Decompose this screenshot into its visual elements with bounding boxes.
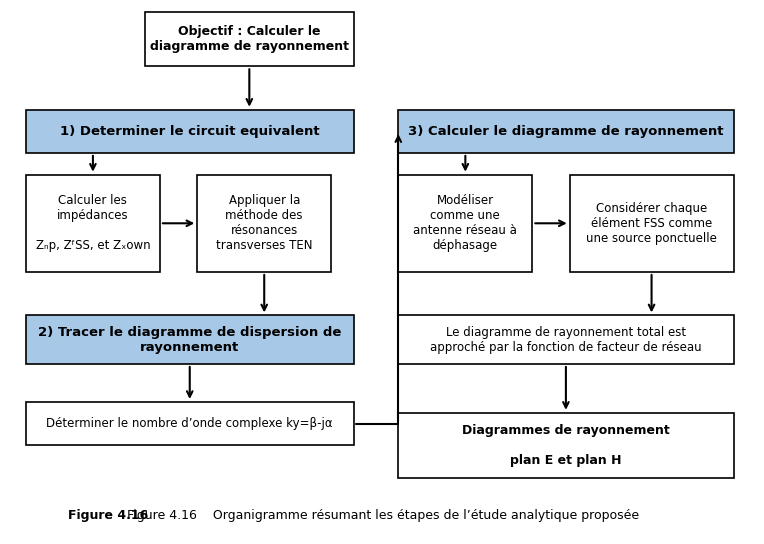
Text: Calculer les
impédances

Zₙp, ZᶠSS, et Zₓown: Calculer les impédances Zₙp, ZᶠSS, et Zₓ…: [36, 194, 151, 252]
FancyBboxPatch shape: [26, 402, 354, 445]
Text: 1) Determiner le circuit equivalent: 1) Determiner le circuit equivalent: [60, 125, 319, 138]
Text: Objectif : Calculer le
diagramme de rayonnement: Objectif : Calculer le diagramme de rayo…: [150, 25, 349, 53]
FancyBboxPatch shape: [398, 413, 733, 478]
FancyBboxPatch shape: [398, 175, 533, 272]
FancyBboxPatch shape: [197, 175, 332, 272]
Text: Figure 4.16: Figure 4.16: [68, 509, 148, 522]
Text: Appliquer la
méthode des
résonances
transverses TEN: Appliquer la méthode des résonances tran…: [216, 194, 312, 252]
FancyBboxPatch shape: [26, 175, 160, 272]
Text: Considérer chaque
élément FSS comme
une source ponctuelle: Considérer chaque élément FSS comme une …: [586, 202, 717, 245]
FancyBboxPatch shape: [398, 110, 733, 153]
FancyBboxPatch shape: [398, 316, 733, 364]
FancyBboxPatch shape: [26, 316, 354, 364]
Text: 3) Calculer le diagramme de rayonnement: 3) Calculer le diagramme de rayonnement: [408, 125, 724, 138]
Text: Le diagramme de rayonnement total est
approché par la fonction de facteur de rés: Le diagramme de rayonnement total est ap…: [430, 326, 701, 354]
Text: 2) Tracer le diagramme de dispersion de
rayonnement: 2) Tracer le diagramme de dispersion de …: [38, 326, 342, 354]
Text: Modéliser
comme une
antenne réseau à
déphasage: Modéliser comme une antenne réseau à dép…: [413, 194, 517, 252]
FancyBboxPatch shape: [145, 12, 354, 66]
Text: Figure 4.16    Organigramme résumant les étapes de l’étude analytique proposée: Figure 4.16 Organigramme résumant les ét…: [128, 509, 639, 522]
FancyBboxPatch shape: [570, 175, 733, 272]
Text: Diagrammes de rayonnement

plan E et plan H: Diagrammes de rayonnement plan E et plan…: [462, 424, 670, 467]
Text: Déterminer le nombre d’onde complexe ky=β-jα: Déterminer le nombre d’onde complexe ky=…: [47, 417, 333, 430]
FancyBboxPatch shape: [26, 110, 354, 153]
